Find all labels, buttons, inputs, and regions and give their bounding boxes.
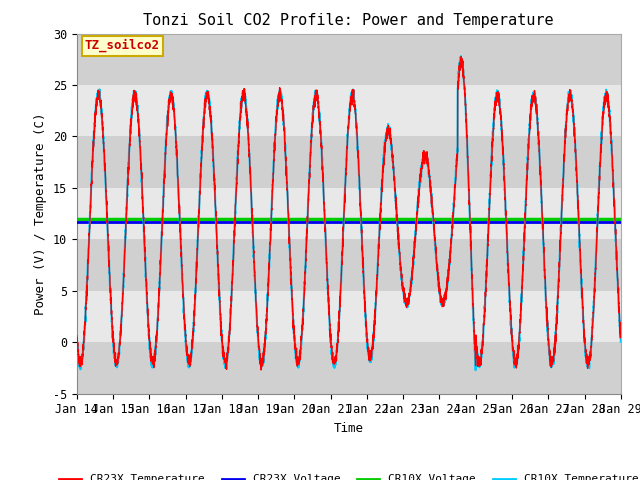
Y-axis label: Power (V) / Temperature (C): Power (V) / Temperature (C) [35,112,47,315]
Bar [77,342,621,394]
X-axis label: Time: Time [334,422,364,435]
Bar [77,34,621,85]
Bar [77,136,621,188]
Text: TZ_soilco2: TZ_soilco2 [85,39,160,52]
Title: Tonzi Soil CO2 Profile: Power and Temperature: Tonzi Soil CO2 Profile: Power and Temper… [143,13,554,28]
Legend: CR23X Temperature, CR23X Voltage, CR10X Voltage, CR10X Temperature: CR23X Temperature, CR23X Voltage, CR10X … [54,470,640,480]
Bar [77,240,621,291]
